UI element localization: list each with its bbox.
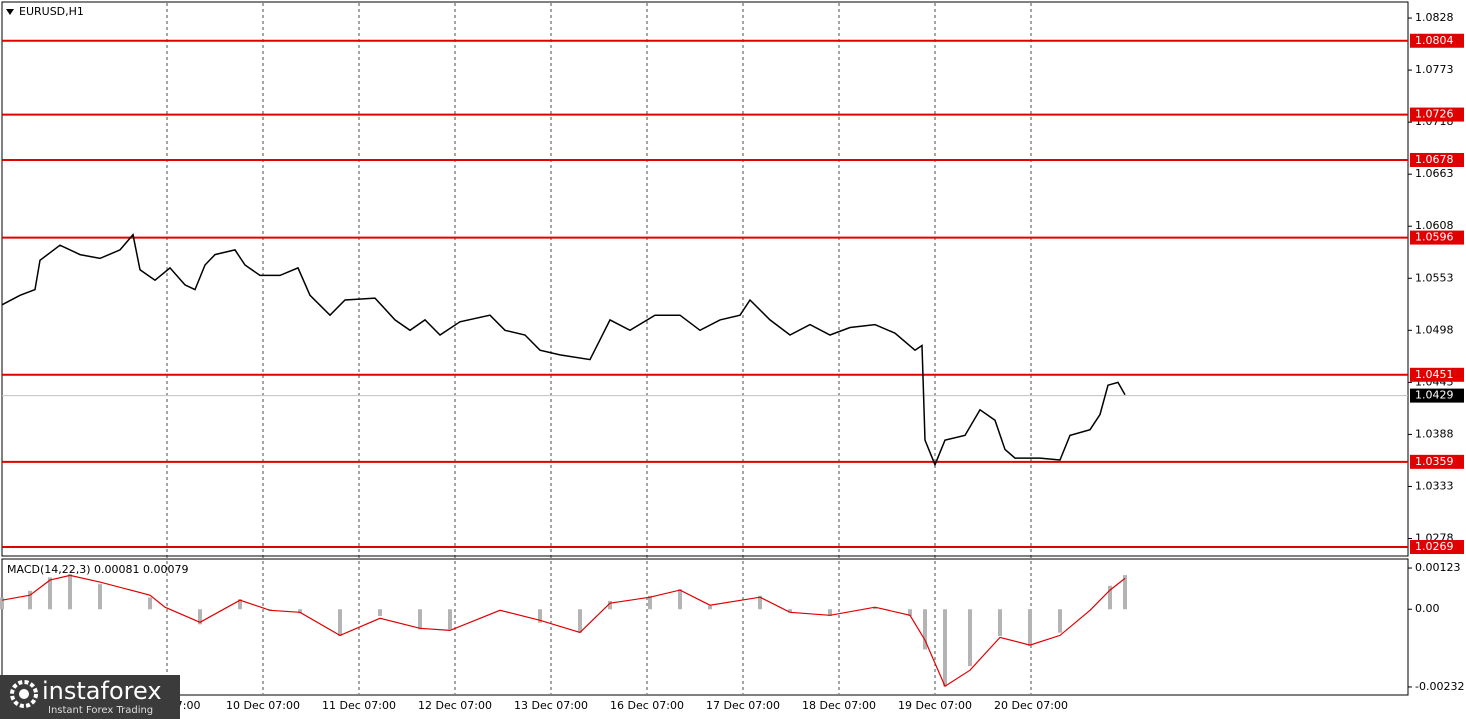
logo-name: instaforex	[42, 677, 162, 705]
main-pane	[1, 1, 1409, 557]
level-box	[1410, 107, 1464, 122]
macd-pane	[1, 558, 1409, 696]
histogram-bar	[538, 609, 542, 623]
level-label: 1.0451	[1415, 368, 1454, 381]
x-tick-label: 16 Dec 07:00	[610, 699, 684, 712]
histogram-bar	[198, 609, 202, 625]
level-box	[1410, 540, 1464, 555]
level-label: 1.0269	[1415, 540, 1454, 553]
histogram-bar	[648, 595, 652, 610]
histogram-bar	[448, 609, 452, 630]
histogram-bar	[908, 609, 912, 616]
histogram-bar	[968, 609, 972, 667]
histogram-bar	[1028, 609, 1032, 647]
histogram-bar	[1123, 575, 1127, 610]
symbol-title: EURUSD,H1	[19, 5, 84, 18]
y-tick-label: 1.0388	[1415, 427, 1454, 440]
histogram-bar	[788, 609, 792, 613]
histogram-bar	[48, 577, 52, 610]
y-tick-label: 1.0553	[1415, 271, 1454, 284]
y-tick-label: 1.0828	[1415, 11, 1454, 24]
histogram-bar	[943, 609, 947, 687]
x-tick-label: 10 Dec 07:00	[226, 699, 300, 712]
x-tick-label: 18 Dec 07:00	[802, 699, 876, 712]
histogram-bar	[28, 590, 32, 610]
histogram-bar	[418, 609, 422, 630]
logo-gear	[10, 680, 38, 708]
y-tick-label: 0.00	[1415, 602, 1440, 615]
y-tick-label: -0.00232	[1415, 680, 1464, 693]
histogram-bar	[758, 595, 762, 610]
y-tick-label: 1.0773	[1415, 63, 1454, 76]
signal-line	[1, 574, 1126, 688]
histogram-bar	[708, 605, 712, 610]
histogram-bar	[828, 609, 832, 616]
histogram-bar	[578, 609, 582, 633]
level-box	[1410, 230, 1464, 245]
y-tick-label: 1.0498	[1415, 323, 1454, 336]
current-price-box	[1410, 388, 1464, 403]
histogram-bar	[873, 607, 877, 610]
histogram-bar	[338, 609, 342, 637]
menu-arrow[interactable]	[6, 9, 14, 15]
histogram-bar	[98, 584, 102, 610]
histogram-bar	[68, 574, 72, 610]
level-label: 1.0596	[1415, 231, 1454, 244]
logo-bg	[0, 675, 180, 719]
logo-tagline: Instant Forex Trading	[48, 705, 153, 716]
level-box	[1410, 152, 1464, 167]
y-tick-label: 1.0663	[1415, 167, 1454, 180]
level-box	[1410, 33, 1464, 48]
histogram-bar	[238, 599, 242, 610]
y-tick-label: 1.0333	[1415, 479, 1454, 492]
x-tick-label: 17 Dec 07:00	[706, 699, 780, 712]
logo-hub	[19, 689, 29, 699]
histogram-bar	[298, 609, 302, 614]
y-tick-label: 0.00123	[1415, 561, 1461, 574]
level-label: 1.0678	[1415, 153, 1454, 166]
y-tick-label: 1.0608	[1415, 219, 1454, 232]
level-box	[1410, 367, 1464, 382]
histogram-bar	[608, 600, 612, 610]
x-tick-label: 11 Dec 07:00	[322, 699, 396, 712]
level-label: 1.0726	[1415, 108, 1454, 121]
price-line	[1, 233, 1126, 467]
histogram-bar	[1058, 609, 1062, 633]
histogram-bar	[378, 609, 382, 616]
level-label: 1.0359	[1415, 455, 1454, 468]
macd-title: MACD(14,22,3) 0.00081 0.00079	[7, 563, 189, 576]
x-tick-label: 12 Dec 07:00	[418, 699, 492, 712]
histogram-bar	[923, 609, 927, 650]
histogram-bar	[148, 597, 152, 610]
histogram-bar	[998, 609, 1002, 637]
histogram-bar	[1108, 585, 1112, 610]
histogram-bar	[0, 597, 4, 610]
x-tick-label: 20 Dec 07:00	[994, 699, 1068, 712]
current-price-label: 1.0429	[1415, 389, 1454, 402]
level-label: 1.0804	[1415, 34, 1454, 47]
logo: instaforex Instant Forex Trading	[0, 675, 180, 719]
x-tick-label: 13 Dec 07:00	[514, 699, 588, 712]
histogram-bar	[678, 589, 682, 610]
x-tick-label: 19 Dec 07:00	[898, 699, 972, 712]
level-box	[1410, 454, 1464, 469]
